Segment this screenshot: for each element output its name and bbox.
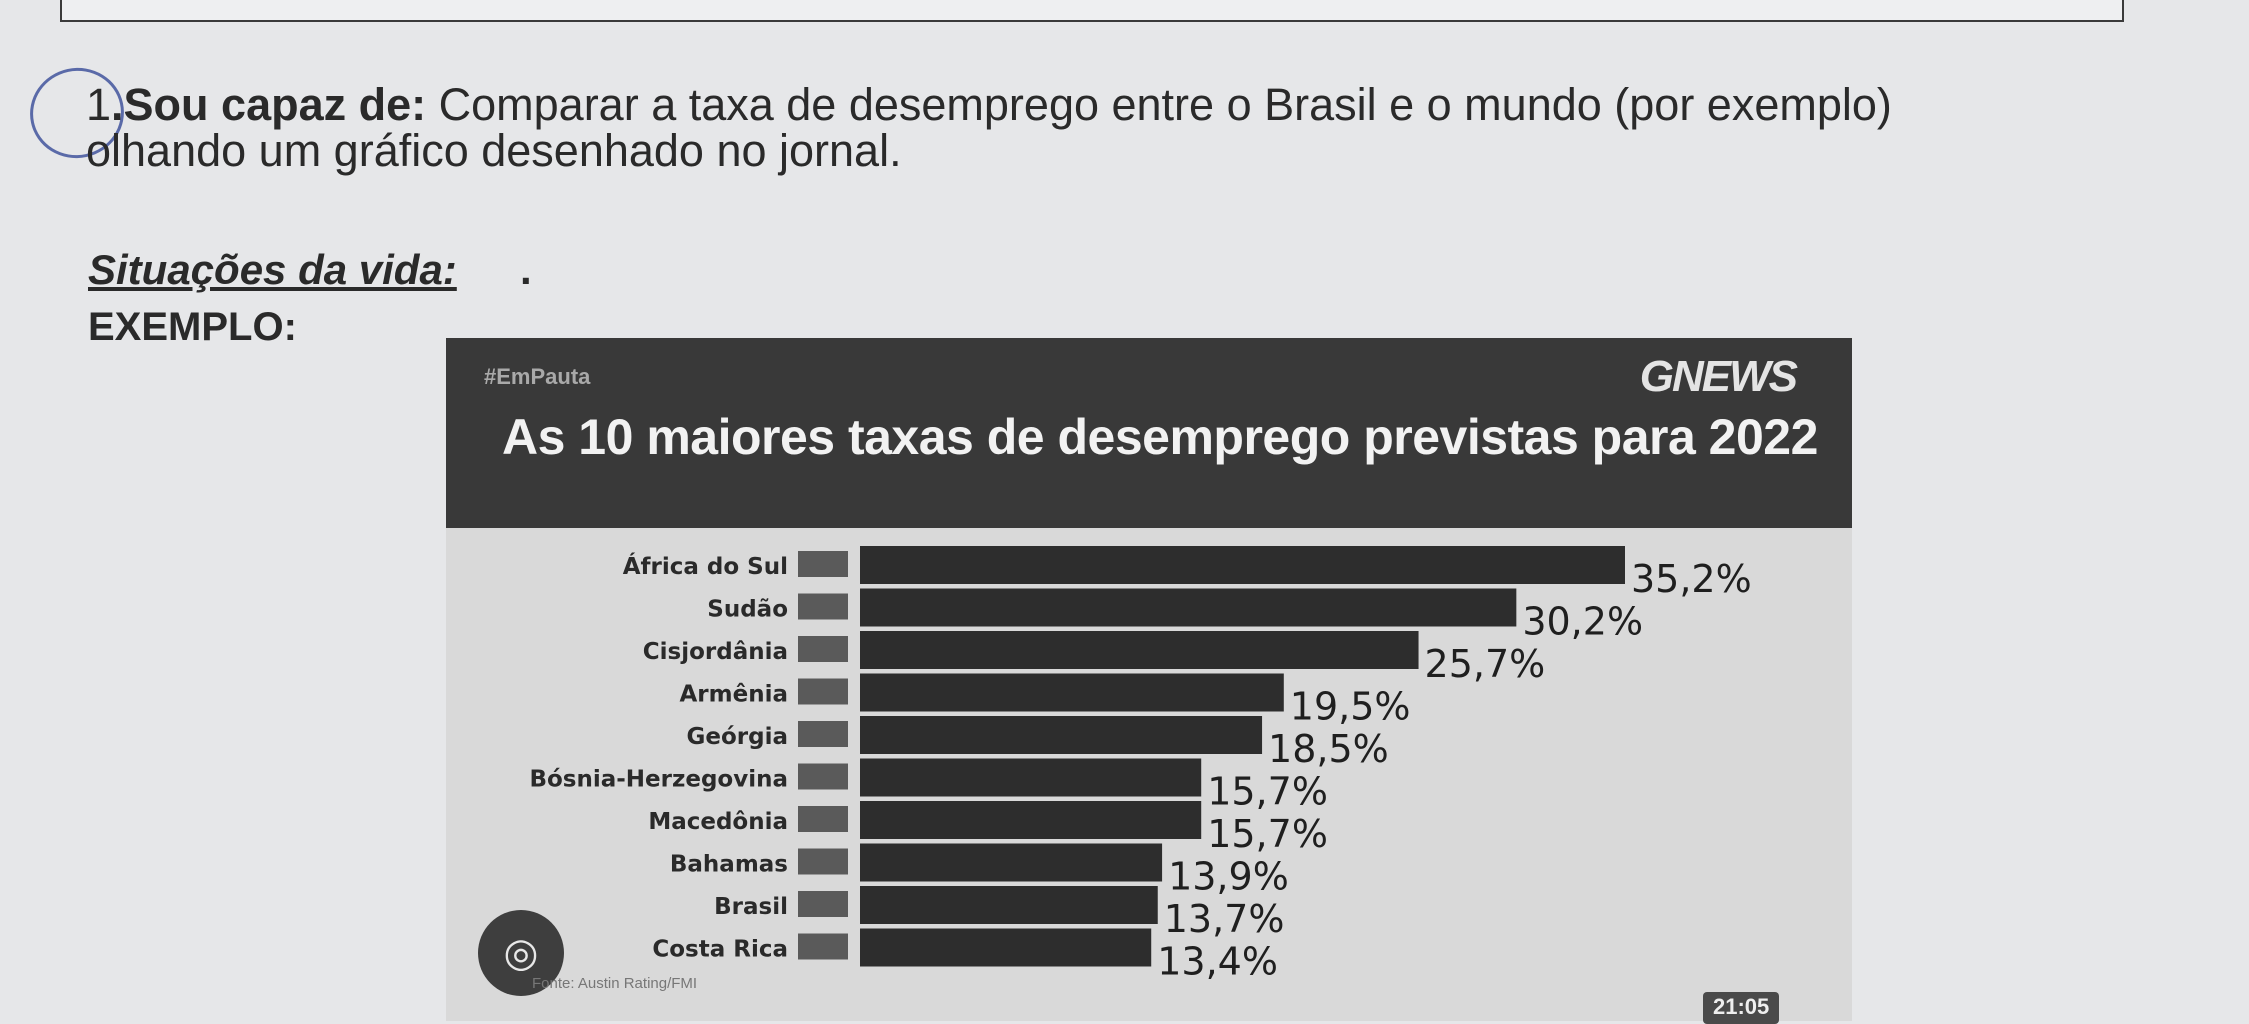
value-label: 35,2% xyxy=(1631,557,1752,601)
time-badge: 21:05 xyxy=(1703,992,1780,1024)
question-number: 1 xyxy=(86,79,112,130)
section-dot: . xyxy=(520,246,532,293)
value-label: 13,9% xyxy=(1168,855,1289,899)
category-label: Costa Rica xyxy=(652,937,788,963)
example-label: EXEMPLO: xyxy=(88,305,297,349)
question-text-1: Comparar a taxa de desemprego entre o Br… xyxy=(426,79,1892,130)
hashtag-label: #EmPauta xyxy=(484,364,591,389)
value-label: 18,5% xyxy=(1268,727,1389,771)
country-flag-icon xyxy=(798,763,848,790)
country-flag-icon xyxy=(798,891,848,917)
bar xyxy=(860,716,1263,754)
country-flag-icon xyxy=(798,721,848,747)
bar xyxy=(860,843,1163,882)
bar xyxy=(860,801,1202,839)
category-label: Brasil xyxy=(714,894,788,920)
card-header: #EmPauta GNEWS As 10 maiores taxas de de… xyxy=(446,338,1852,528)
lens-icon[interactable]: ◎ xyxy=(503,931,539,975)
question-line-2: olhando um gráfico desenhado no jornal. xyxy=(86,125,902,176)
country-flag-icon xyxy=(798,636,848,662)
country-flag-icon xyxy=(798,551,848,577)
category-label: Sudão xyxy=(707,597,788,623)
country-flag-icon xyxy=(798,933,848,960)
chart-source: Fonte: Austin Rating/FMI xyxy=(532,975,698,992)
category-label: Geórgia xyxy=(687,724,789,750)
category-label: Bahamas xyxy=(670,852,788,878)
bar xyxy=(860,758,1202,797)
value-label: 30,2% xyxy=(1522,600,1643,644)
page-top-border-box xyxy=(60,0,2124,22)
category-label: Bósnia-Herzegovina xyxy=(529,767,788,793)
bar xyxy=(860,631,1419,669)
value-label: 19,5% xyxy=(1290,685,1411,729)
bar xyxy=(860,928,1152,967)
chart-title: As 10 maiores taxas de desemprego previs… xyxy=(502,409,1818,465)
value-label: 13,7% xyxy=(1164,897,1285,941)
section-title: Situações da vida: xyxy=(88,246,457,293)
category-label: Armênia xyxy=(680,682,789,708)
bar xyxy=(860,673,1284,712)
country-flag-icon xyxy=(798,593,848,620)
question-lead: Sou capaz de: xyxy=(123,79,427,130)
category-label: Macedônia xyxy=(648,809,788,835)
country-flag-icon xyxy=(798,806,848,832)
value-label: 15,7% xyxy=(1207,770,1328,814)
category-label: Cisjordânia xyxy=(643,639,788,665)
image-search-button[interactable]: ◎ xyxy=(478,910,564,996)
country-flag-icon xyxy=(798,678,848,705)
value-label: 25,7% xyxy=(1425,642,1546,686)
gnews-logo: GNEWS xyxy=(1639,352,1798,401)
country-flag-icon xyxy=(798,848,848,875)
value-label: 15,7% xyxy=(1207,812,1328,856)
question-line-1: 1.Sou capaz de: Comparar a taxa de desem… xyxy=(86,79,1892,130)
category-label: África do Sul xyxy=(623,552,788,580)
value-label: 13,4% xyxy=(1157,940,1278,984)
bar xyxy=(860,588,1517,627)
bar xyxy=(860,546,1625,584)
bar xyxy=(860,886,1158,924)
